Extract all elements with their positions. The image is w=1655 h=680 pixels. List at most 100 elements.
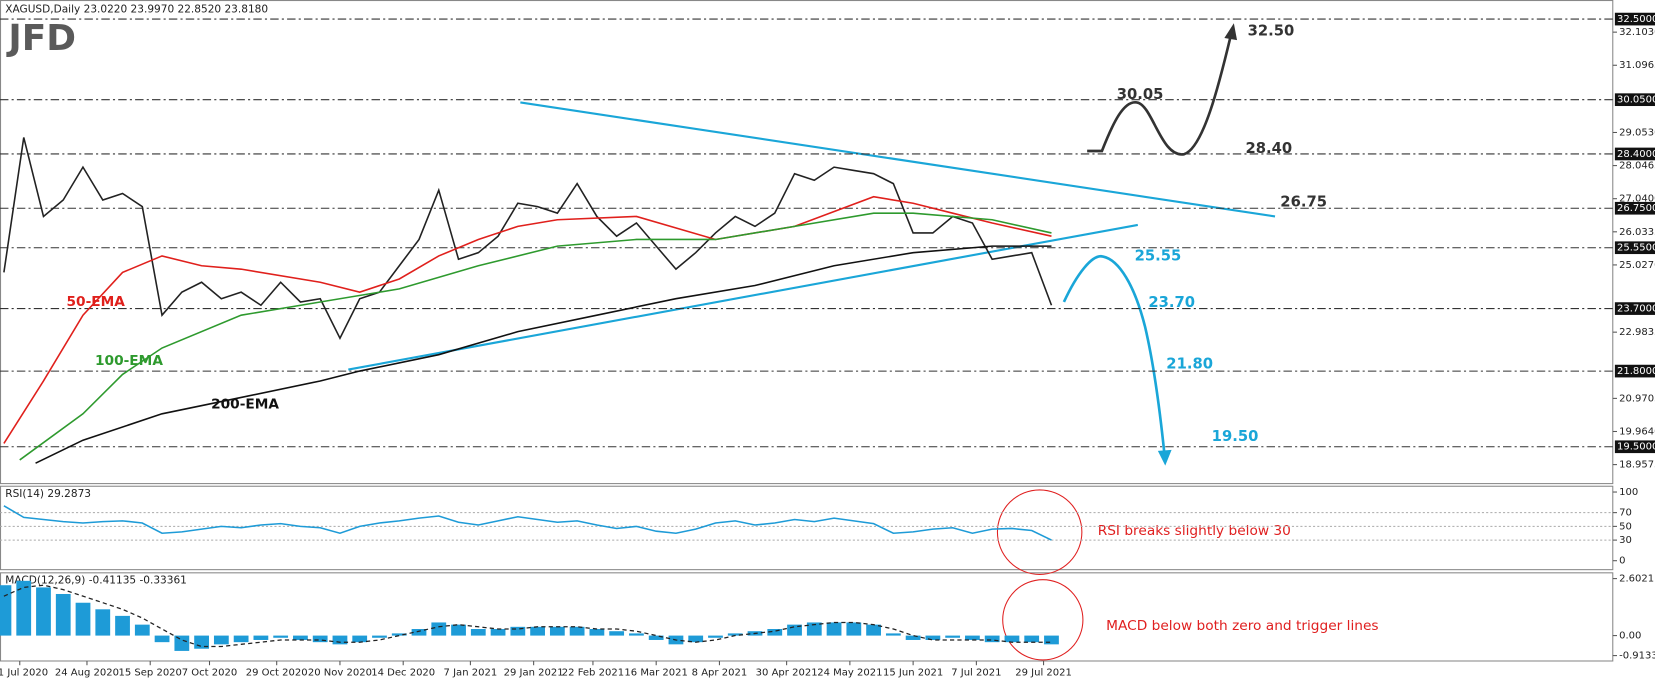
rsi-note: RSI breaks slightly below 30	[1098, 523, 1291, 539]
series-label: 50-EMA	[66, 294, 125, 310]
y-tick-label: 31.0965	[1619, 60, 1655, 71]
histogram-bar	[530, 626, 545, 636]
series-label: 200-EMA	[211, 396, 279, 412]
level-label-box	[1614, 364, 1655, 378]
series-line	[19, 212, 1052, 461]
y-tick-label: 22.9835	[1619, 327, 1655, 338]
level-label: 28.4000	[1617, 149, 1655, 160]
histogram-bar	[451, 624, 466, 636]
y-tick-label: 26.0335	[1619, 227, 1655, 238]
series-line	[3, 505, 1052, 541]
x-tick-label: 29 Jan 2021	[504, 668, 564, 679]
histogram-bar	[648, 635, 664, 640]
logo: JFD	[5, 18, 76, 59]
level-label-box	[1614, 241, 1655, 255]
histogram-bar	[411, 629, 427, 636]
y-tick-label: 20.9705	[1619, 393, 1655, 404]
level-label-box	[1614, 201, 1655, 215]
arrow-head	[1157, 449, 1172, 466]
x-tick-label: 15 Jun 2021	[883, 668, 943, 679]
level-label-box	[1614, 147, 1655, 161]
x-tick-label: 7 Jul 2021	[951, 668, 1001, 679]
histogram-bar	[905, 635, 921, 640]
histogram-bar	[431, 622, 447, 636]
macd-note: MACD below both zero and trigger lines	[1106, 618, 1378, 634]
trend-line-lower	[348, 223, 1139, 371]
histogram-bar	[609, 631, 625, 636]
histogram-bar	[569, 626, 585, 636]
level-annotation: 32.50	[1248, 23, 1295, 40]
y-tick-label: 27.0400	[1619, 194, 1655, 205]
y-tick-label: 50	[1619, 521, 1632, 532]
histogram-bar	[36, 587, 51, 636]
histogram-bar	[1024, 635, 1040, 643]
series-line	[3, 584, 1052, 648]
histogram-bar	[293, 635, 308, 640]
level-annotation: 25.55	[1135, 248, 1182, 265]
y-tick-label: -0.91338	[1619, 651, 1655, 662]
histogram-bar	[787, 624, 802, 636]
histogram-bar	[470, 629, 486, 636]
trend-line-upper	[520, 101, 1276, 218]
y-tick-label: 0	[1619, 556, 1625, 567]
histogram-bar	[55, 593, 71, 636]
histogram-bar	[925, 635, 941, 640]
histogram-bar	[727, 633, 743, 636]
x-tick-label: 24 Aug 2020	[55, 668, 119, 679]
rsi-title: RSI(14) 29.2873	[5, 488, 91, 500]
y-tick-label: 18.9575	[1619, 460, 1655, 471]
histogram-bar	[174, 635, 190, 651]
x-tick-label: 14 Dec 2020	[371, 668, 435, 679]
rsi-panel	[0, 485, 1614, 571]
y-tick-label: 29.0530	[1619, 127, 1655, 138]
histogram-bar	[154, 635, 170, 643]
price-title: XAGUSD,Daily 23.0220 23.9970 22.8520 23.…	[5, 4, 268, 16]
series-line	[3, 137, 1053, 340]
series-line	[35, 245, 1052, 464]
histogram-bar	[1044, 635, 1059, 645]
histogram-bar	[16, 580, 32, 636]
histogram-bar	[708, 635, 723, 638]
histogram-bar	[866, 624, 881, 636]
histogram-bar	[352, 635, 368, 643]
level-label: 21.8000	[1617, 366, 1655, 377]
level-label-box	[1614, 12, 1655, 26]
histogram-bar	[589, 629, 605, 636]
y-tick-label: 0.00	[1619, 631, 1641, 642]
y-tick-label: 100	[1619, 487, 1638, 498]
histogram-bar	[629, 633, 644, 636]
histogram-bar	[115, 615, 130, 636]
arrow-head	[1224, 23, 1238, 41]
x-tick-label: 8 Apr 2021	[692, 668, 748, 679]
x-tick-label: 22 Feb 2021	[562, 668, 624, 679]
y-tick-label: 70	[1619, 508, 1632, 519]
level-annotation: 23.70	[1148, 294, 1195, 311]
histogram-bar	[826, 622, 842, 636]
histogram-bar	[767, 629, 783, 636]
level-label: 23.7000	[1617, 304, 1655, 315]
histogram-bar	[846, 622, 862, 636]
histogram-bar	[688, 635, 704, 643]
x-tick-label: 16 Mar 2021	[624, 668, 687, 679]
histogram-bar	[945, 635, 961, 638]
level-annotation: 30.05	[1117, 86, 1164, 103]
histogram-bar	[213, 635, 229, 645]
bearish-scenario-arrow	[1062, 255, 1166, 453]
level-label: 19.5000	[1617, 442, 1655, 453]
histogram-bar	[332, 635, 348, 645]
series-line	[3, 195, 1052, 444]
histogram-bar	[273, 635, 289, 638]
rsi-highlight-circle	[996, 489, 1083, 575]
macd-highlight-circle	[1002, 579, 1084, 661]
histogram-bar	[1004, 635, 1020, 643]
macd-title: MACD(12,26,9) -0.41135 -0.33361	[5, 575, 187, 587]
level-label: 25.5500	[1617, 243, 1655, 254]
y-tick-label: 2.60211	[1619, 574, 1655, 585]
level-annotation: 28.40	[1245, 140, 1292, 157]
y-tick-label: 28.0465	[1619, 161, 1655, 172]
histogram-bar	[134, 624, 150, 636]
price-panel	[0, 0, 1614, 485]
x-tick-label: 7 Jan 2021	[444, 668, 498, 679]
